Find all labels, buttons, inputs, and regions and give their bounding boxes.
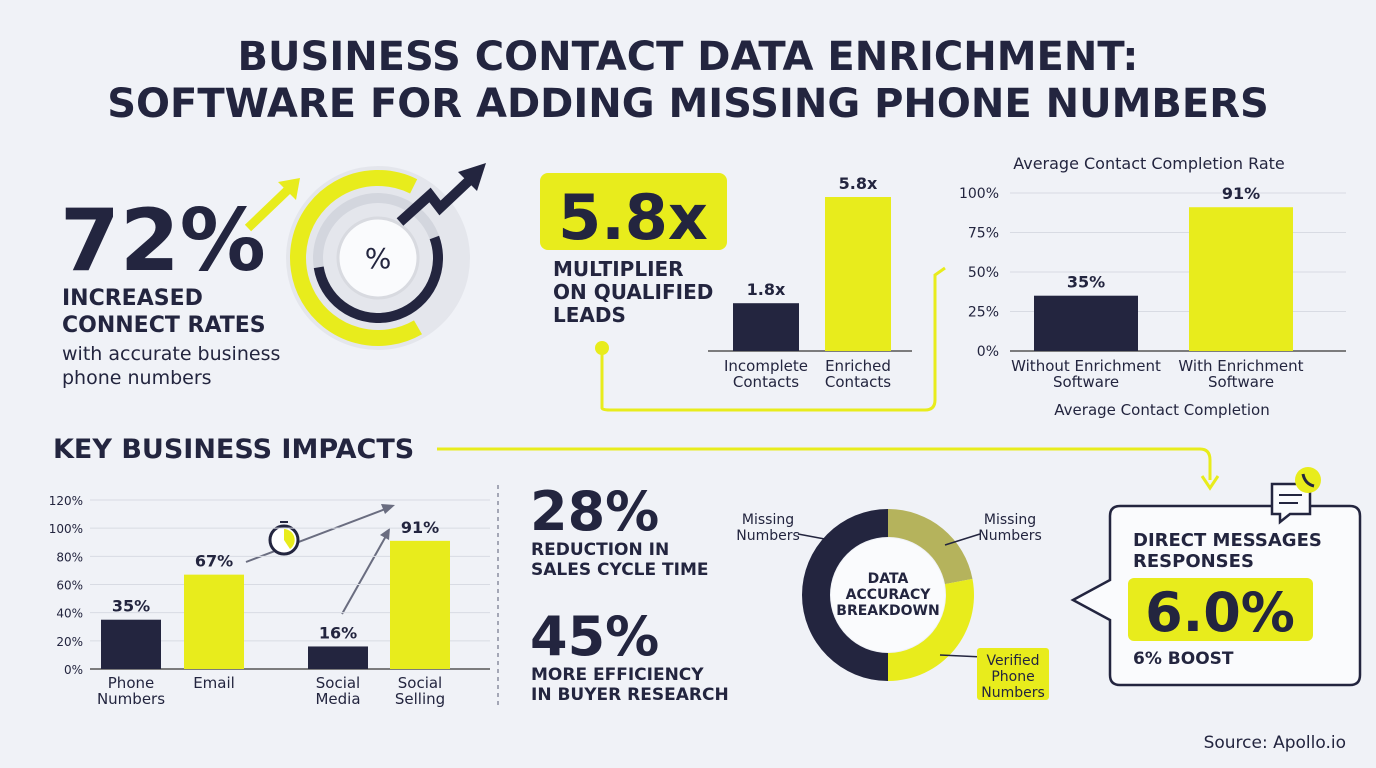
y-tick-label: 120% (49, 494, 83, 508)
bar (733, 303, 799, 351)
multiplier-label: ON QUALIFIED (553, 280, 713, 304)
segment-label: Verified (986, 653, 1039, 669)
value-label: 35% (112, 597, 150, 616)
y-tick-label: 60% (56, 579, 83, 593)
source: Source: Apollo.io (1204, 733, 1346, 753)
label-highlight (977, 648, 1049, 700)
bar (1034, 295, 1138, 351)
category-label: With Enrichment (1178, 357, 1303, 375)
bar (390, 540, 450, 669)
category-label: Software (1208, 373, 1274, 391)
category-label: Without Enrichment (1011, 357, 1161, 375)
title: BUSINESS CONTACT DATA ENRICHMENT: (238, 34, 1139, 80)
segment-label: Numbers (981, 685, 1045, 701)
connector (600, 266, 946, 412)
y-tick-label: 80% (56, 550, 83, 564)
multiplier-label: LEADS (553, 303, 626, 327)
bar (101, 619, 161, 669)
leader-line (797, 533, 831, 541)
category-label: Numbers (97, 690, 165, 708)
value-label: 35% (1067, 273, 1105, 292)
category-label: Enriched (825, 357, 891, 375)
multiplier-value: 5.8x (558, 181, 708, 254)
stat-label: REDUCTION IN (531, 540, 669, 560)
stat-label: SALES CYCLE TIME (531, 560, 708, 580)
value-label: 91% (1222, 184, 1260, 203)
leader-line (944, 533, 981, 546)
value-label: 91% (401, 518, 439, 537)
donut-center (831, 538, 945, 652)
hero-headline: CONNECT RATES (62, 313, 266, 338)
category-label: Social (398, 674, 442, 692)
hero-text: phone numbers (62, 367, 212, 389)
category-label: Software (1053, 373, 1119, 391)
donut-title: ACCURACY (846, 587, 932, 603)
y-tick-label: 40% (56, 607, 83, 621)
callout-title: DIRECT MESSAGES (1133, 530, 1322, 551)
bar (308, 646, 368, 669)
donut-title: BREAKDOWN (836, 603, 939, 619)
arrow (1200, 475, 1220, 491)
donut-title: DATA (868, 571, 909, 587)
value-label: 1.8x (747, 280, 786, 299)
donut-segment (888, 509, 973, 585)
title: SOFTWARE FOR ADDING MISSING PHONE NUMBER… (107, 81, 1269, 127)
segment-label: Missing (742, 512, 794, 528)
callout-value-box (1128, 578, 1313, 641)
y-tick-label: 0% (64, 663, 83, 677)
value-label: 5.8x (839, 174, 878, 193)
section-line (437, 447, 1212, 480)
y-tick-label: 25% (968, 305, 999, 321)
value-label: 67% (195, 552, 233, 571)
y-tick-label: 50% (968, 265, 999, 281)
stat-value: 45% (530, 605, 659, 668)
section-title: KEY BUSINESS IMPACTS (53, 434, 414, 465)
trend-arrows (245, 504, 395, 615)
category-label: Social (316, 674, 360, 692)
y-tick-label: 0% (977, 344, 999, 360)
y-tick-label: 100% (49, 522, 83, 536)
category-label: Incomplete (724, 357, 808, 375)
hero-value: 72% (60, 191, 266, 291)
donut-segment (802, 509, 888, 681)
category-label: Media (315, 690, 360, 708)
callout-value: 6.0% (1145, 581, 1295, 644)
chart-title: Average Contact Completion Rate (1013, 154, 1285, 173)
category-label: Email (193, 674, 235, 692)
bar (825, 197, 891, 351)
segment-label: Phone (991, 669, 1034, 685)
callout-title: RESPONSES (1133, 551, 1254, 572)
stat-label: IN BUYER RESEARCH (531, 685, 729, 705)
category-label: Selling (395, 690, 445, 708)
hero-text: with accurate business (62, 343, 280, 365)
category-label: Phone (108, 674, 154, 692)
bar (184, 574, 244, 669)
value-label: 16% (319, 623, 357, 642)
callout-note: 6% BOOST (1133, 649, 1234, 669)
segment-label: Numbers (736, 528, 800, 544)
connector-dot (595, 341, 609, 355)
leader-line (939, 654, 984, 658)
y-tick-label: 100% (959, 186, 999, 202)
segment-label: Numbers (978, 528, 1042, 544)
stat-label: MORE EFFICIENCY (531, 665, 704, 685)
category-label: Contacts (825, 373, 891, 391)
stat-value: 28% (530, 480, 659, 543)
multiplier-box (540, 173, 727, 250)
gauge-label: % (365, 242, 392, 275)
multiplier-label: MULTIPLIER (553, 257, 684, 281)
hero-headline: INCREASED (62, 286, 203, 311)
x-axis-label: Average Contact Completion (1054, 401, 1269, 419)
y-tick-label: 20% (56, 635, 83, 649)
bar (1189, 207, 1293, 351)
category-label: Contacts (733, 373, 799, 391)
donut-segment (888, 578, 974, 681)
y-tick-label: 75% (968, 226, 999, 242)
segment-label: Missing (984, 512, 1036, 528)
gauge-icon (244, 163, 486, 350)
chat-icon (1270, 467, 1321, 525)
